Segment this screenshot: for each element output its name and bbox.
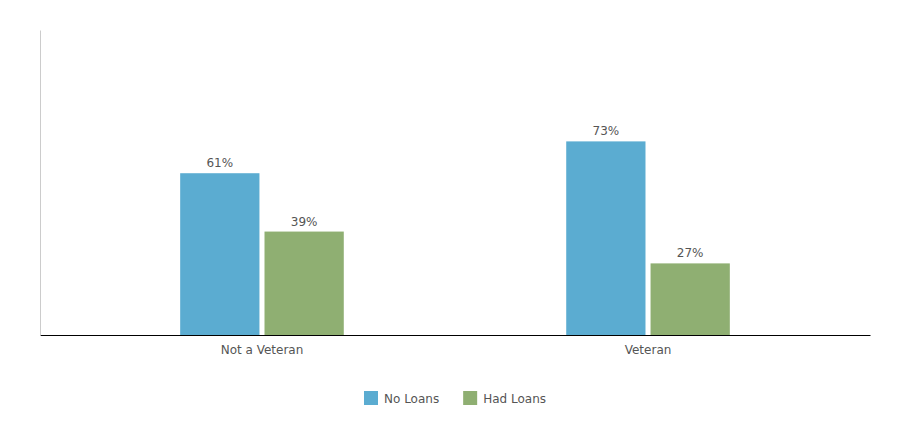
x-axis-line bbox=[41, 335, 871, 336]
plot: 61% 73% 39% 27% Not a Veteran Veteran bbox=[41, 31, 871, 357]
data-label: 39% bbox=[291, 215, 318, 229]
chart-container: 61% 73% 39% 27% Not a Veteran Veteran No Loans… bbox=[0, 0, 900, 425]
x-tick-label: Not a Veteran bbox=[221, 343, 304, 357]
data-label: 27% bbox=[677, 246, 704, 260]
x-tick: Veteran bbox=[625, 335, 672, 357]
bar-series bbox=[265, 232, 730, 335]
data-labels: 61% 73% 39% 27% bbox=[206, 124, 703, 260]
y-axis-line bbox=[40, 31, 41, 336]
bar bbox=[566, 141, 645, 335]
bars bbox=[180, 141, 730, 335]
legend-item: No Loans bbox=[364, 391, 439, 406]
x-axis: Not a Veteran Veteran bbox=[41, 335, 871, 357]
bar-series bbox=[180, 141, 645, 335]
y-axis bbox=[40, 31, 41, 336]
x-tick: Not a Veteran bbox=[221, 335, 304, 357]
legend-label: Had Loans bbox=[483, 392, 546, 406]
legend-swatch bbox=[463, 391, 477, 405]
legend-label: No Loans bbox=[384, 392, 439, 406]
bar bbox=[180, 173, 259, 335]
chart-svg: 61% 73% 39% 27% Not a Veteran Veteran No Loans… bbox=[0, 0, 900, 425]
bar bbox=[651, 263, 730, 335]
x-tick-label: Veteran bbox=[625, 343, 672, 357]
bar bbox=[265, 232, 344, 335]
legend-item: Had Loans bbox=[463, 391, 546, 406]
legend-swatch bbox=[364, 391, 378, 405]
legend: No Loans Had Loans bbox=[364, 391, 546, 406]
data-label: 61% bbox=[206, 156, 233, 170]
data-label: 73% bbox=[593, 124, 620, 138]
